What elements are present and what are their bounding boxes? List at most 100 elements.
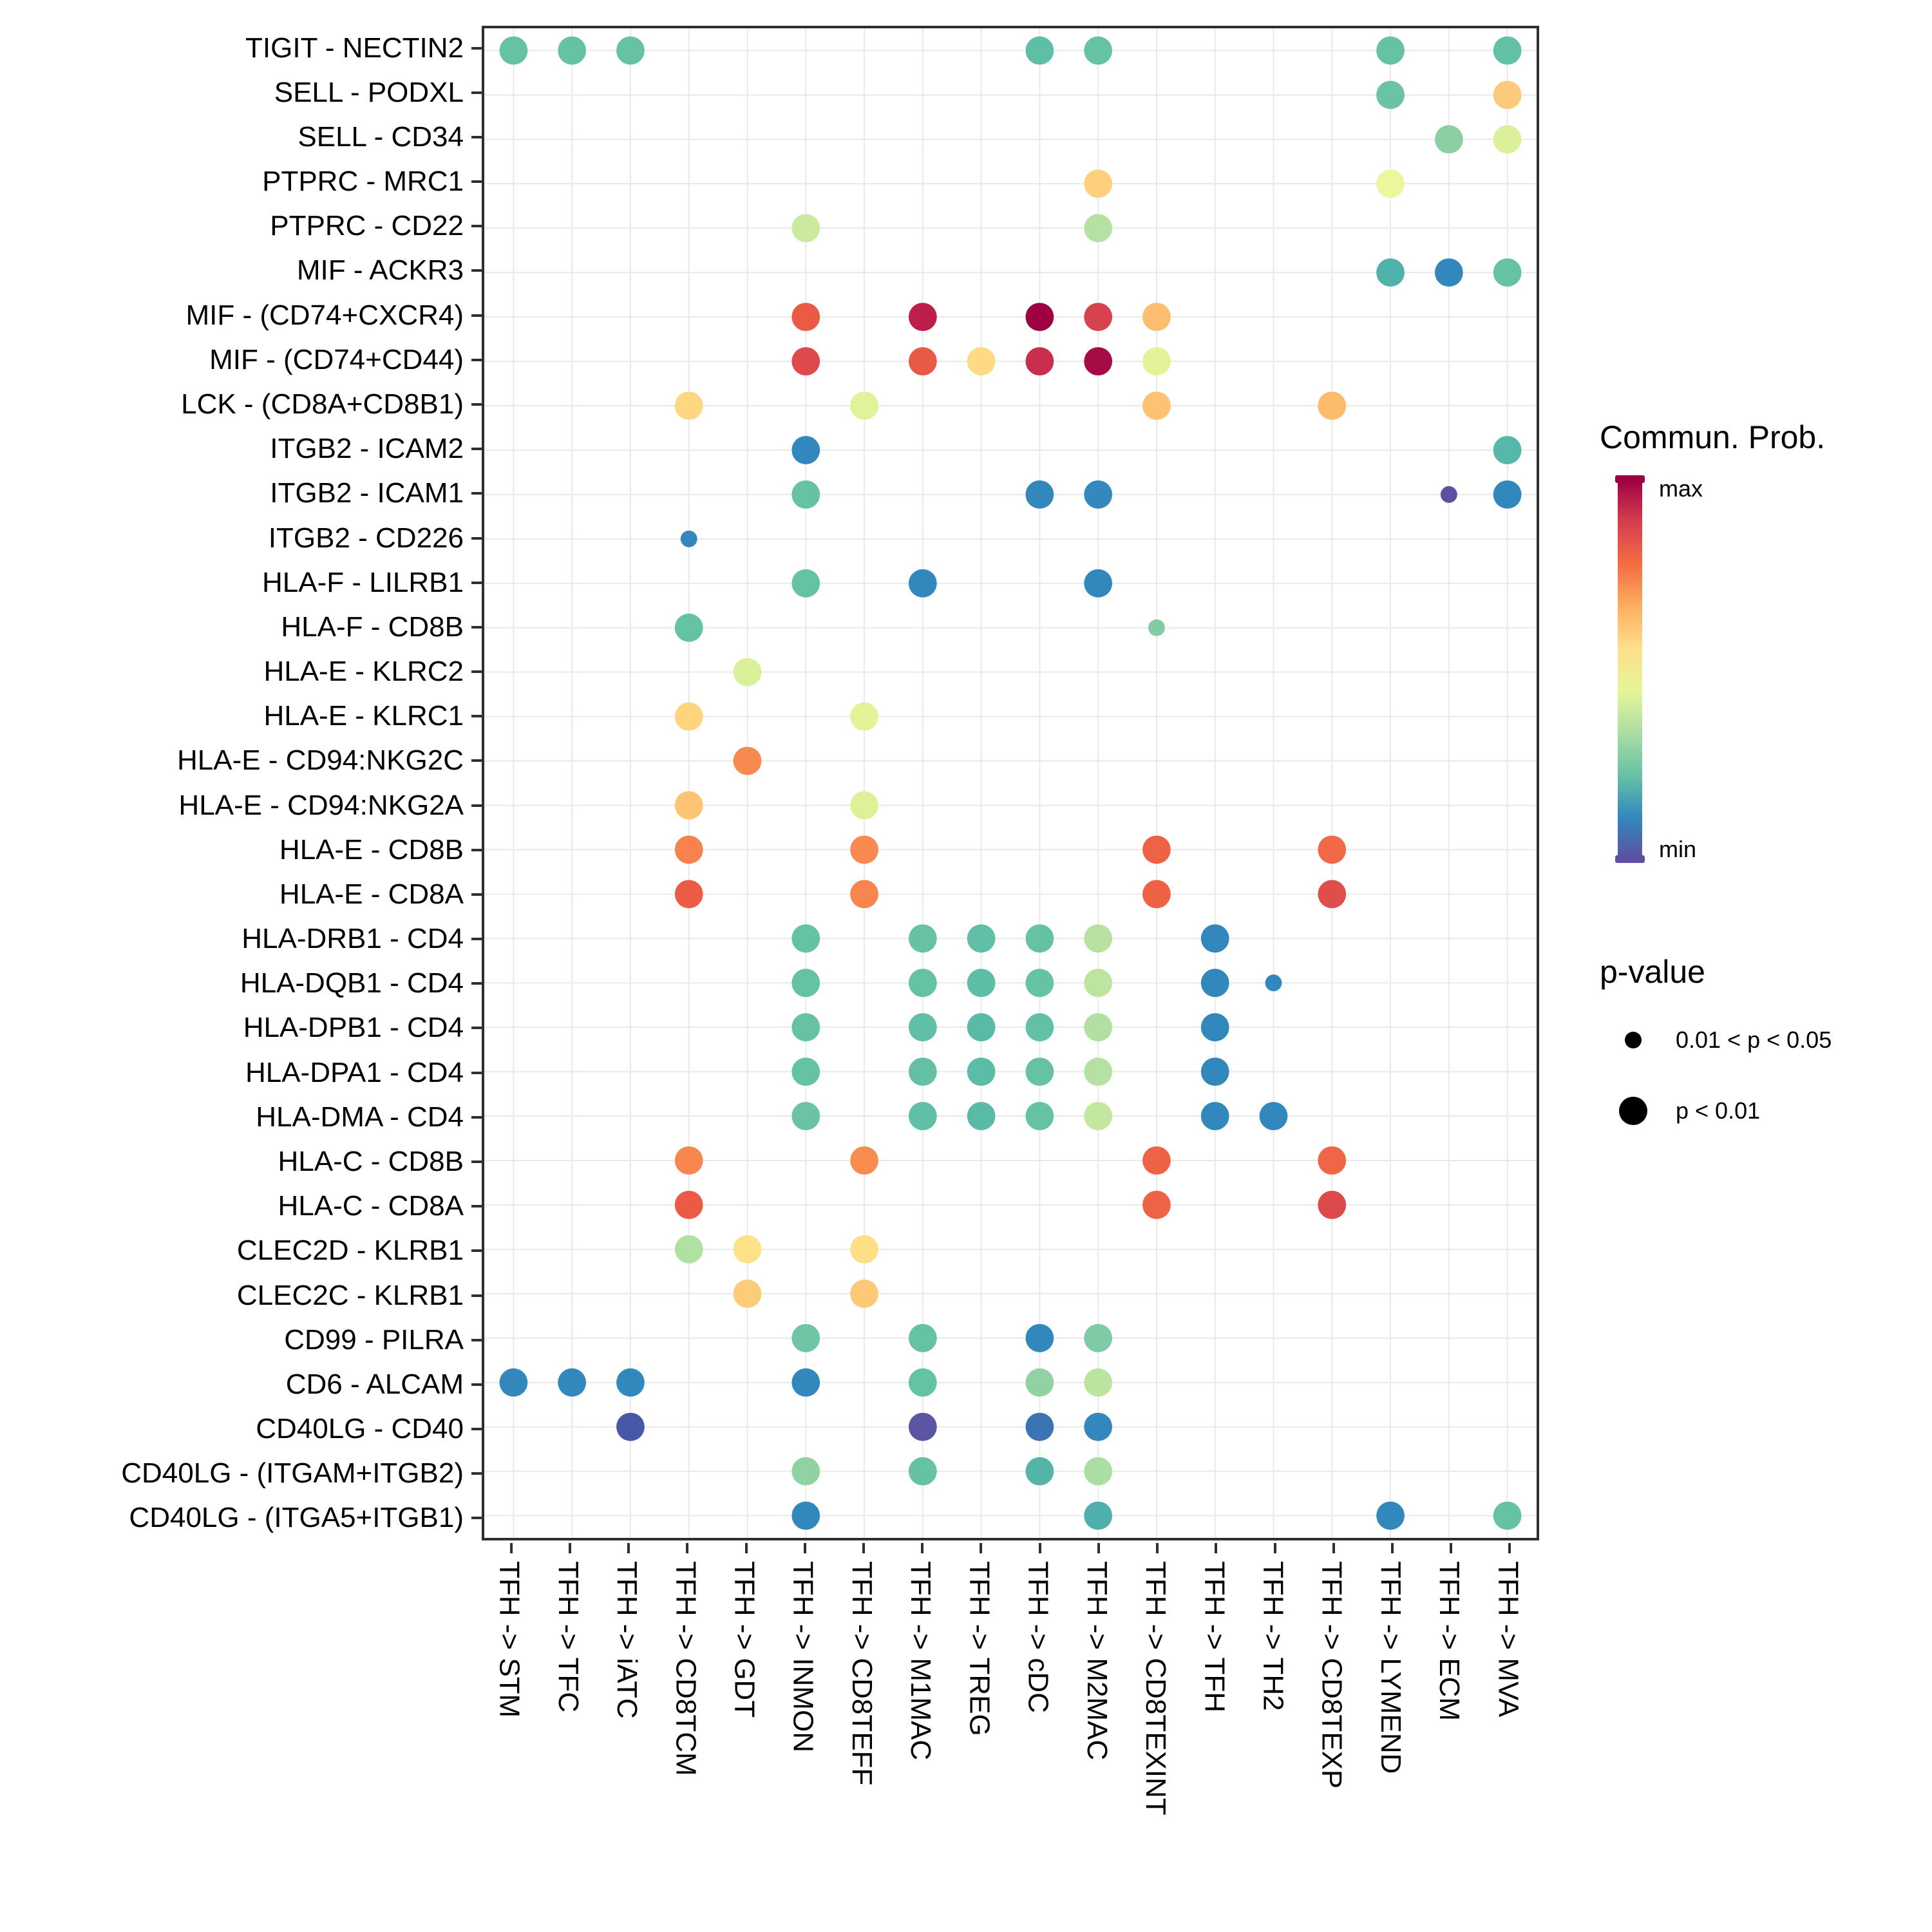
bubble [1084,303,1113,332]
x-axis-tick [509,1543,513,1553]
y-axis-tick [471,269,482,272]
bubble [499,1368,528,1397]
y-axis-label: CD99 - PILRA [284,1323,464,1356]
bubble [1259,1102,1288,1130]
x-axis-label: TFH -> MVA [1492,1561,1524,1718]
bubble [1493,436,1522,464]
pvalue-dot-cell [1609,1092,1658,1130]
y-axis-label: CD6 - ALCAM [285,1368,464,1400]
y-axis-label: HLA-E - CD8A [279,878,464,910]
bubble [674,1235,703,1264]
bubble [1084,480,1113,509]
bubble [1440,486,1457,503]
bubble [908,569,937,598]
y-axis-tick [471,135,482,138]
bubble [733,746,762,775]
bubble [680,530,697,547]
x-axis-label: TFH -> cDC [1022,1561,1054,1713]
y-axis-tick [471,1160,482,1163]
bubble [1084,347,1113,375]
bubble [1318,1146,1347,1175]
y-axis-tick [471,715,482,718]
x-axis-tick [921,1543,924,1553]
y-axis-tick [471,938,482,941]
bubble [1025,303,1054,332]
bubble [967,1102,996,1130]
x-axis-label: TFH -> CD8TEXINT [1140,1561,1172,1815]
bubble [616,36,645,65]
bubble [733,1235,762,1264]
x-axis-label: TFH -> M1MAC [905,1561,937,1761]
bubble [908,1013,937,1042]
x-axis-tick [862,1543,865,1553]
bubble [1376,36,1405,65]
bubble [1025,1412,1054,1441]
y-axis-tick [471,670,482,674]
y-axis-tick [471,982,482,985]
pvalue-legend-item: 0.01 < p < 0.05 [1609,1021,1832,1059]
bubble [1084,214,1113,243]
bubble [1493,1501,1522,1530]
bubble [850,791,878,820]
y-axis-tick [471,1115,482,1119]
x-axis-label: TFH -> M2MAC [1081,1561,1113,1761]
y-axis-label: HLA-E - CD94:NKG2A [178,789,464,821]
bubble [791,214,820,243]
bubble [674,880,703,909]
y-axis-tick [471,358,482,361]
bubble [1084,1323,1113,1352]
y-axis-label: PTPRC - MRC1 [262,166,464,198]
y-axis-tick [471,403,482,406]
x-axis-tick [1450,1543,1453,1553]
colorbar-title: Commun. Prob. [1600,419,1826,455]
y-axis-label: HLA-F - CD8B [281,611,464,643]
bubble [908,1368,937,1397]
y-axis-label: CD40LG - (ITGAM+ITGB2) [121,1457,464,1490]
x-axis-tick [1156,1543,1159,1553]
y-axis-label: HLA-DQB1 - CD4 [240,967,464,999]
bubble [1025,36,1054,65]
bubble [1142,1191,1171,1219]
bubble [1493,480,1522,509]
x-axis-label: TFH -> iATC [611,1561,643,1719]
y-axis-tick [471,1071,482,1074]
bubble [674,1146,703,1175]
y-axis-label: TIGIT - NECTIN2 [245,32,464,64]
y-axis-tick [471,804,482,807]
bubble [908,1102,937,1130]
y-axis-label: HLA-DMA - CD4 [256,1101,464,1133]
bubble [1084,169,1113,198]
bubble [1318,835,1347,864]
y-axis-tick [471,1205,482,1208]
bubble [791,1057,820,1086]
bubble [558,36,587,65]
bubble [733,1279,762,1308]
bubble [1084,1057,1113,1086]
bubble [967,1057,996,1086]
x-axis-tick [686,1543,689,1553]
bubble [1084,569,1113,598]
y-axis-tick [471,1383,482,1386]
y-axis-label: MIF - (CD74+CD44) [209,343,464,375]
y-axis-label: HLA-E - CD94:NKG2C [176,744,464,777]
y-axis-label: HLA-E - KLRC1 [263,700,464,732]
y-axis-tick [471,46,482,50]
pvalue-legend-item: p < 0.01 [1609,1092,1760,1130]
bubble [1493,80,1522,109]
bubble [1434,258,1463,287]
bubble [1142,392,1171,420]
y-axis-tick [471,492,482,495]
bubble [1142,347,1171,375]
bubble [791,969,820,998]
bubble [967,347,996,375]
colorbar-gradient [1618,480,1642,860]
y-axis-tick [471,536,482,540]
y-axis-tick [471,225,482,228]
bubble [1493,258,1522,287]
bubble [791,1013,820,1042]
bubble [1025,969,1054,998]
plot-canvas [484,28,1537,1538]
bubble [1493,125,1522,154]
x-axis-tick [568,1543,571,1553]
bubble [967,969,996,998]
